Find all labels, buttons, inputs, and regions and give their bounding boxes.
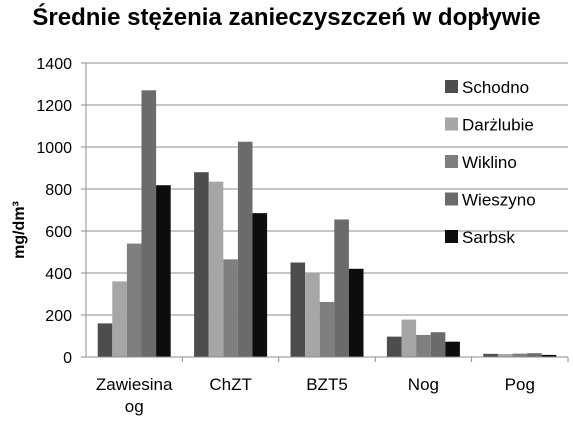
bar-schodno	[483, 353, 498, 357]
y-tick-label: 800	[45, 182, 72, 199]
legend-label: Wiklino	[462, 153, 517, 172]
category-label: BZT5	[306, 375, 348, 394]
y-tick-label: 600	[45, 224, 72, 241]
bar-sarbsk	[252, 213, 268, 357]
bar-darżlubie	[401, 319, 417, 357]
bar-darżlubie	[208, 181, 224, 357]
legend-swatch	[445, 230, 458, 243]
bar-wiklino	[512, 353, 528, 357]
bar-darżlubie	[305, 273, 320, 357]
bar-wieszyno	[334, 219, 349, 357]
legend-swatch	[445, 155, 458, 168]
legend-swatch	[445, 117, 458, 131]
bar-wiklino	[223, 259, 238, 357]
legend-swatch	[445, 192, 458, 206]
bar-sarbsk	[348, 268, 364, 357]
bar-schodno	[194, 172, 209, 357]
y-axis-label: mg/dm³	[11, 201, 28, 259]
category-label: Nog	[408, 375, 439, 394]
bar-wieszyno	[527, 353, 542, 357]
bar-wieszyno	[430, 332, 446, 357]
y-tick-label: 400	[45, 266, 72, 283]
bar-sarbsk	[541, 354, 557, 357]
y-tick-label: 1400	[36, 56, 72, 73]
bar-darżlubie	[497, 354, 513, 357]
legend-label: Schodno	[462, 78, 529, 97]
category-label: Zawiesina	[96, 375, 173, 394]
legend-label: Darżlubie	[462, 116, 534, 135]
legend: Schodno Darżlubie Wiklino Wieszyno Sarbsk	[445, 78, 536, 247]
bar-sarbsk	[156, 185, 171, 357]
category-label: Pog	[505, 375, 535, 394]
category-label: ChZT	[209, 375, 252, 394]
bar-wiklino	[416, 334, 431, 357]
bar-schodno	[290, 262, 306, 357]
bar-wiklino	[126, 243, 142, 357]
legend-label: Wieszyno	[462, 191, 536, 210]
bar-darżlubie	[112, 281, 127, 357]
y-tick-label: 1200	[36, 98, 72, 115]
axes	[81, 62, 569, 362]
y-tick-label: 1000	[36, 140, 72, 157]
category-labels: Zawiesina og ChZT BZT5 Nog Pog	[96, 375, 535, 416]
bars	[97, 90, 557, 358]
y-tick-label: 0	[63, 350, 72, 367]
bar-schodno	[386, 336, 402, 357]
bar-sarbsk	[445, 341, 460, 357]
y-tick-label: 200	[45, 308, 72, 325]
chart-title: Średnie stężenia zanieczyszczeń w dopływ…	[32, 4, 541, 31]
category-label: og	[125, 397, 144, 416]
y-tick-labels: 0 200 400 600 800 1000 1200 1400	[36, 56, 72, 367]
bar-wiklino	[319, 301, 335, 357]
bar-wieszyno	[141, 90, 157, 358]
bar-schodno	[97, 323, 113, 357]
legend-label: Sarbsk	[462, 228, 515, 247]
legend-swatch	[445, 80, 458, 93]
bar-wieszyno	[237, 141, 253, 357]
